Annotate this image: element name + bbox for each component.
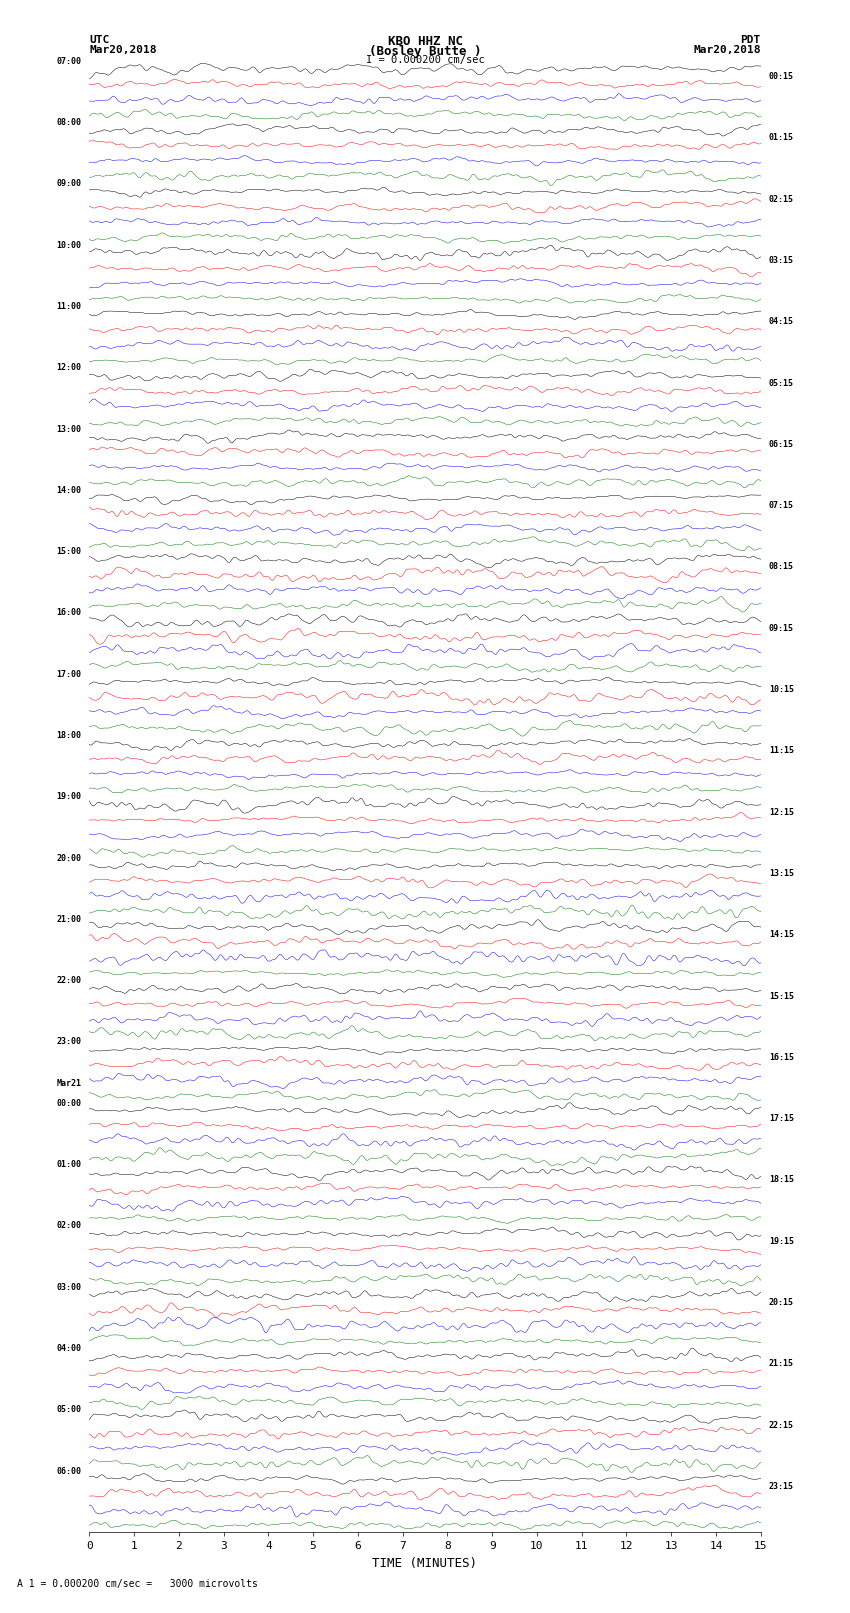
Text: 22:15: 22:15 (768, 1421, 794, 1429)
Text: 19:15: 19:15 (768, 1237, 794, 1245)
Text: 12:00: 12:00 (56, 363, 82, 373)
Text: 14:15: 14:15 (768, 931, 794, 939)
Text: 17:00: 17:00 (56, 669, 82, 679)
Text: 10:15: 10:15 (768, 686, 794, 694)
Text: 15:00: 15:00 (56, 547, 82, 556)
Text: 12:15: 12:15 (768, 808, 794, 816)
Text: 15:15: 15:15 (768, 992, 794, 1000)
Text: 05:15: 05:15 (768, 379, 794, 387)
Text: Mar21: Mar21 (56, 1079, 82, 1089)
Text: 09:15: 09:15 (768, 624, 794, 632)
Text: 18:00: 18:00 (56, 731, 82, 740)
Text: 07:00: 07:00 (56, 56, 82, 66)
Text: 16:15: 16:15 (768, 1053, 794, 1061)
Text: 06:00: 06:00 (56, 1466, 82, 1476)
Text: 10:00: 10:00 (56, 240, 82, 250)
Text: 14:00: 14:00 (56, 486, 82, 495)
Text: 23:00: 23:00 (56, 1037, 82, 1047)
Text: 01:00: 01:00 (56, 1160, 82, 1169)
Text: 23:15: 23:15 (768, 1482, 794, 1490)
Text: 05:00: 05:00 (56, 1405, 82, 1415)
X-axis label: TIME (MINUTES): TIME (MINUTES) (372, 1557, 478, 1569)
Text: A 1 = 0.000200 cm/sec =   3000 microvolts: A 1 = 0.000200 cm/sec = 3000 microvolts (17, 1579, 258, 1589)
Text: 00:00: 00:00 (56, 1098, 82, 1108)
Text: UTC: UTC (89, 35, 110, 45)
Text: 08:00: 08:00 (56, 118, 82, 127)
Text: 20:00: 20:00 (56, 853, 82, 863)
Text: 19:00: 19:00 (56, 792, 82, 802)
Text: I = 0.000200 cm/sec: I = 0.000200 cm/sec (366, 55, 484, 65)
Text: Mar20,2018: Mar20,2018 (89, 45, 156, 55)
Text: 11:15: 11:15 (768, 747, 794, 755)
Text: 02:15: 02:15 (768, 195, 794, 203)
Text: 09:00: 09:00 (56, 179, 82, 189)
Text: 16:00: 16:00 (56, 608, 82, 618)
Text: 18:15: 18:15 (768, 1176, 794, 1184)
Text: 21:15: 21:15 (768, 1360, 794, 1368)
Text: 07:15: 07:15 (768, 502, 794, 510)
Text: 22:00: 22:00 (56, 976, 82, 986)
Text: 04:15: 04:15 (768, 318, 794, 326)
Text: KBO HHZ NC: KBO HHZ NC (388, 35, 462, 48)
Text: 03:15: 03:15 (768, 256, 794, 265)
Text: 00:15: 00:15 (768, 73, 794, 81)
Text: 13:15: 13:15 (768, 869, 794, 877)
Text: 11:00: 11:00 (56, 302, 82, 311)
Text: 01:15: 01:15 (768, 134, 794, 142)
Text: (Bosley Butte ): (Bosley Butte ) (369, 45, 481, 58)
Text: Mar20,2018: Mar20,2018 (694, 45, 761, 55)
Text: 17:15: 17:15 (768, 1115, 794, 1123)
Text: 03:00: 03:00 (56, 1282, 82, 1292)
Text: 21:00: 21:00 (56, 915, 82, 924)
Text: 20:15: 20:15 (768, 1298, 794, 1307)
Text: 08:15: 08:15 (768, 563, 794, 571)
Text: PDT: PDT (740, 35, 761, 45)
Text: 04:00: 04:00 (56, 1344, 82, 1353)
Text: 13:00: 13:00 (56, 424, 82, 434)
Text: 02:00: 02:00 (56, 1221, 82, 1231)
Text: 06:15: 06:15 (768, 440, 794, 448)
